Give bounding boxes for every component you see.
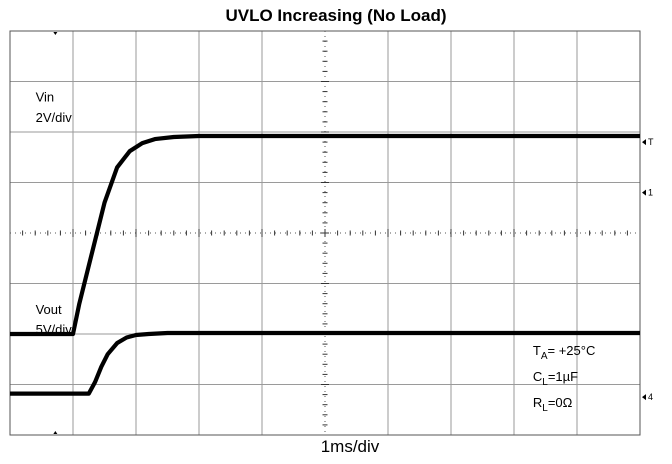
trace-label: Vout <box>36 302 62 317</box>
trigger-marker-bottom <box>53 431 58 434</box>
trace-labels: Vin 2V/div Vout 5V/div <box>36 90 73 337</box>
chart-title: UVLO Increasing (No Load) <box>225 6 447 25</box>
channel-marker-arrow <box>642 189 646 196</box>
channel-markers: T 1 4 <box>642 137 654 402</box>
condition-c: CL=1µF <box>533 369 578 388</box>
condition-value: = +25°C <box>548 343 596 358</box>
condition-symbol: T <box>533 343 541 358</box>
condition-t: TA= +25°C <box>533 343 595 362</box>
trigger-marker-top <box>53 32 58 35</box>
condition-value: =1µF <box>548 369 578 384</box>
channel-marker-label: T <box>648 137 654 147</box>
condition-symbol: R <box>533 395 542 410</box>
condition-subscript: L <box>542 403 548 414</box>
trace-label: Vin <box>36 90 55 105</box>
trace-label: 2V/div <box>36 110 73 125</box>
traces <box>10 133 640 396</box>
trace-vin <box>10 133 640 337</box>
condition-symbol: C <box>533 369 542 384</box>
channel-marker-arrow <box>642 394 646 401</box>
condition-r: RL=0Ω <box>533 395 573 414</box>
channel-marker-label: 4 <box>648 392 653 402</box>
channel-marker-label: 1 <box>648 188 653 198</box>
trace-vout <box>10 330 640 396</box>
condition-subscript: A <box>541 351 548 362</box>
condition-value: =0Ω <box>548 395 573 410</box>
channel-marker-arrow <box>642 139 646 146</box>
plot-frame <box>9 30 641 436</box>
grid <box>9 30 641 436</box>
x-axis-label: 1ms/div <box>320 437 380 456</box>
condition-subscript: L <box>542 377 548 388</box>
trace-label: 5V/div <box>36 322 73 337</box>
